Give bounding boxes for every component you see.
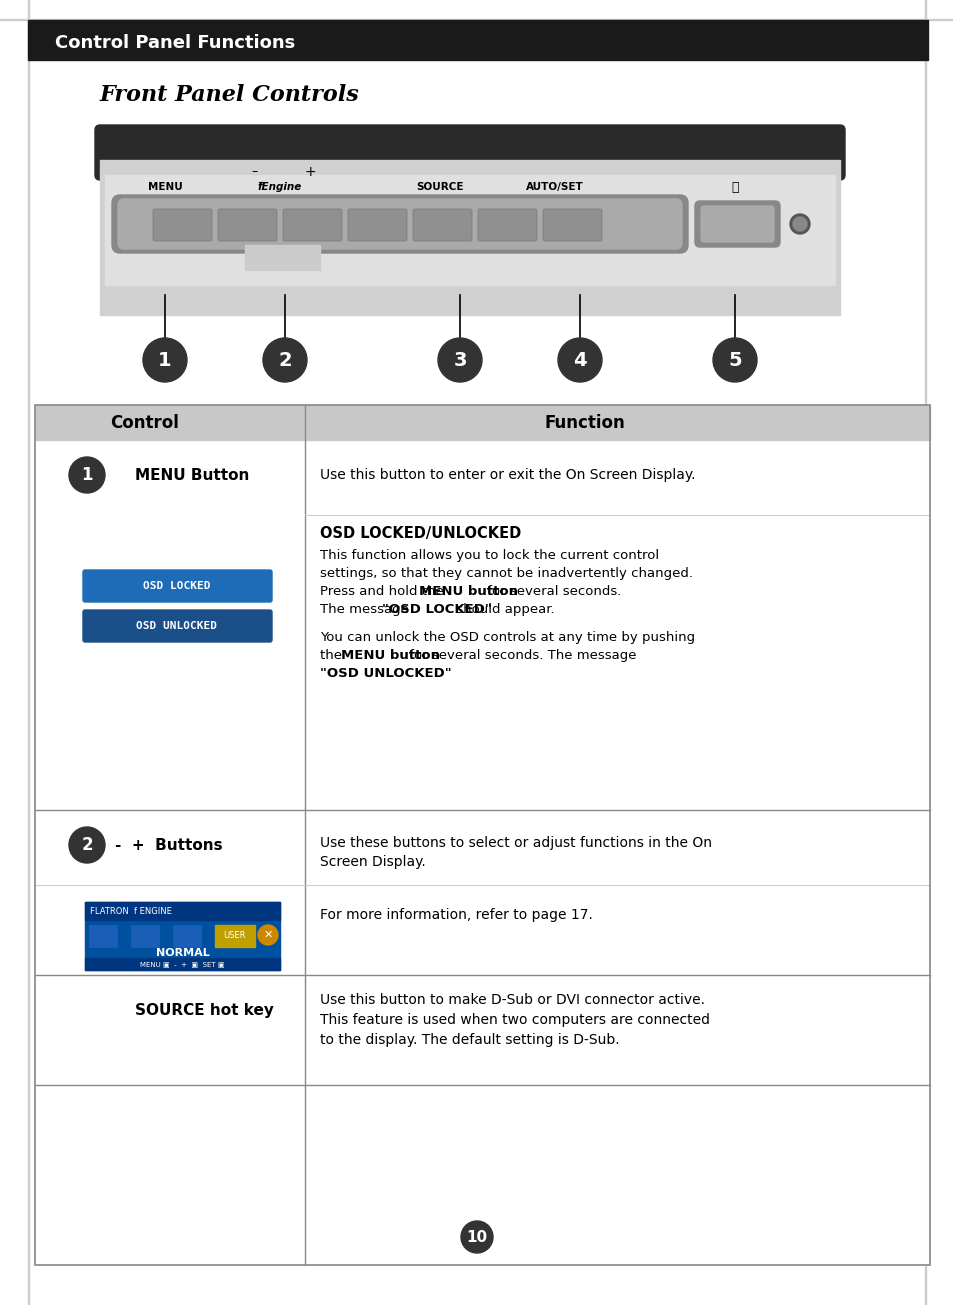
Bar [35, 405, 929, 1265]
Text: 10: 10 [466, 1229, 487, 1245]
Bar [35, 405, 929, 1265]
Bar [35, 405, 929, 440]
Text: Use this button to make D-Sub or DVI connector active.: Use this button to make D-Sub or DVI con… [319, 993, 704, 1007]
Text: settings, so that they cannot be inadvertently changed.: settings, so that they cannot be inadver… [319, 566, 692, 579]
Bar [105, 175, 834, 284]
Text: 2: 2 [81, 837, 92, 853]
Text: for several seconds.: for several seconds. [482, 585, 620, 598]
Text: to the display. The default setting is D-Sub.: to the display. The default setting is D… [319, 1034, 619, 1047]
Bar [28, 0, 29, 1305]
Text: SOURCE: SOURCE [416, 181, 463, 192]
Circle shape [69, 457, 105, 493]
Text: 2: 2 [278, 351, 292, 369]
Text: The message: The message [319, 603, 413, 616]
Bar [131, 925, 159, 947]
Circle shape [263, 338, 307, 382]
Text: 1: 1 [158, 351, 172, 369]
Text: for several seconds. The message: for several seconds. The message [404, 649, 636, 662]
Text: AUTO/SET: AUTO/SET [525, 181, 583, 192]
Text: Front Panel Controls: Front Panel Controls [100, 84, 359, 106]
Text: "OSD UNLOCKED": "OSD UNLOCKED" [319, 667, 451, 680]
Text: OSD LOCKED: OSD LOCKED [143, 581, 211, 591]
FancyBboxPatch shape [95, 125, 844, 180]
Circle shape [789, 214, 809, 234]
Bar [924, 0, 925, 1305]
Text: MENU button: MENU button [340, 649, 439, 662]
Text: the: the [319, 649, 346, 662]
Text: This function allows you to lock the current control: This function allows you to lock the cur… [319, 548, 659, 561]
Text: should appear.: should appear. [452, 603, 554, 616]
Circle shape [558, 338, 601, 382]
Text: This feature is used when two computers are connected: This feature is used when two computers … [319, 1013, 709, 1027]
FancyBboxPatch shape [695, 201, 780, 247]
Text: "OSD LOCKED": "OSD LOCKED" [382, 603, 492, 616]
FancyBboxPatch shape [83, 570, 272, 602]
Text: You can unlock the OSD controls at any time by pushing: You can unlock the OSD controls at any t… [319, 630, 695, 643]
FancyBboxPatch shape [542, 209, 601, 241]
FancyBboxPatch shape [348, 209, 407, 241]
FancyBboxPatch shape [112, 194, 687, 253]
Bar [214, 925, 254, 947]
FancyBboxPatch shape [83, 609, 272, 642]
Circle shape [437, 338, 481, 382]
Text: For more information, refer to page 17.: For more information, refer to page 17. [319, 908, 592, 923]
FancyBboxPatch shape [477, 209, 537, 241]
FancyBboxPatch shape [283, 209, 341, 241]
Text: MENU ▣  -  +  ▣  SET ▣: MENU ▣ - + ▣ SET ▣ [140, 960, 225, 967]
Text: Press and hold the: Press and hold the [319, 585, 448, 598]
Text: OSD LOCKED/UNLOCKED: OSD LOCKED/UNLOCKED [319, 526, 520, 540]
Bar [172, 925, 201, 947]
Text: f̅: f̅ [120, 906, 126, 924]
Text: -  +  Buttons: - + Buttons [115, 838, 222, 852]
Circle shape [143, 338, 187, 382]
Bar [89, 925, 117, 947]
FancyBboxPatch shape [700, 206, 773, 241]
FancyBboxPatch shape [118, 198, 681, 249]
Bar [85, 902, 280, 970]
Bar [28, 20, 927, 60]
Text: Use this button to enter or exit the On Screen Display.: Use this button to enter or exit the On … [319, 468, 695, 482]
Text: SOURCE hot key: SOURCE hot key [135, 1002, 274, 1018]
Text: +: + [304, 164, 315, 179]
Text: –: – [252, 166, 258, 179]
Text: OSD UNLOCKED: OSD UNLOCKED [136, 621, 217, 632]
Text: ✕: ✕ [263, 930, 273, 940]
Circle shape [712, 338, 757, 382]
Text: USER: USER [224, 930, 246, 940]
Text: Screen Display.: Screen Display. [319, 855, 425, 869]
FancyBboxPatch shape [152, 209, 212, 241]
Text: FLATRON  f ENGINE: FLATRON f ENGINE [90, 907, 172, 916]
Text: MENU: MENU [148, 181, 182, 192]
Text: NORMAL: NORMAL [155, 947, 209, 958]
Bar [85, 958, 280, 970]
Text: Control Panel Functions: Control Panel Functions [55, 34, 294, 52]
Circle shape [792, 217, 806, 231]
Text: f̅Engine: f̅Engine [257, 181, 302, 192]
Text: ·ENGINE: ·ENGINE [135, 908, 199, 923]
FancyBboxPatch shape [413, 209, 472, 241]
Text: MENU Button: MENU Button [135, 467, 249, 483]
Circle shape [460, 1221, 493, 1253]
Text: 4: 4 [573, 351, 586, 369]
Text: Function: Function [544, 414, 625, 432]
Text: 3: 3 [453, 351, 466, 369]
Text: 5: 5 [727, 351, 741, 369]
Bar [100, 161, 840, 315]
FancyBboxPatch shape [218, 209, 276, 241]
Text: MENU button: MENU button [418, 585, 517, 598]
Bar [85, 902, 280, 920]
Bar [245, 245, 319, 270]
Text: Control: Control [111, 414, 179, 432]
Circle shape [69, 827, 105, 863]
Text: Use these buttons to select or adjust functions in the On: Use these buttons to select or adjust fu… [319, 837, 711, 850]
Text: 1: 1 [81, 466, 92, 484]
Circle shape [257, 925, 277, 945]
Text: ⏻: ⏻ [731, 180, 738, 193]
